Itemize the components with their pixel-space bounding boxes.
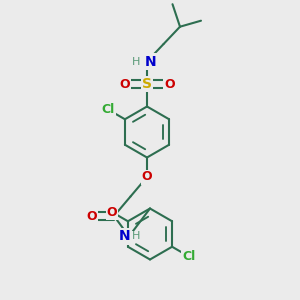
Text: O: O [119,77,130,91]
Text: N: N [145,55,156,68]
Text: Cl: Cl [182,250,195,263]
Text: Cl: Cl [102,103,115,116]
Text: O: O [164,77,175,91]
Text: S: S [142,77,152,91]
Text: O: O [142,170,152,184]
Text: H: H [131,231,140,242]
Text: N: N [119,230,130,243]
Text: O: O [86,209,97,223]
Text: O: O [107,206,117,219]
Text: H: H [131,56,140,67]
